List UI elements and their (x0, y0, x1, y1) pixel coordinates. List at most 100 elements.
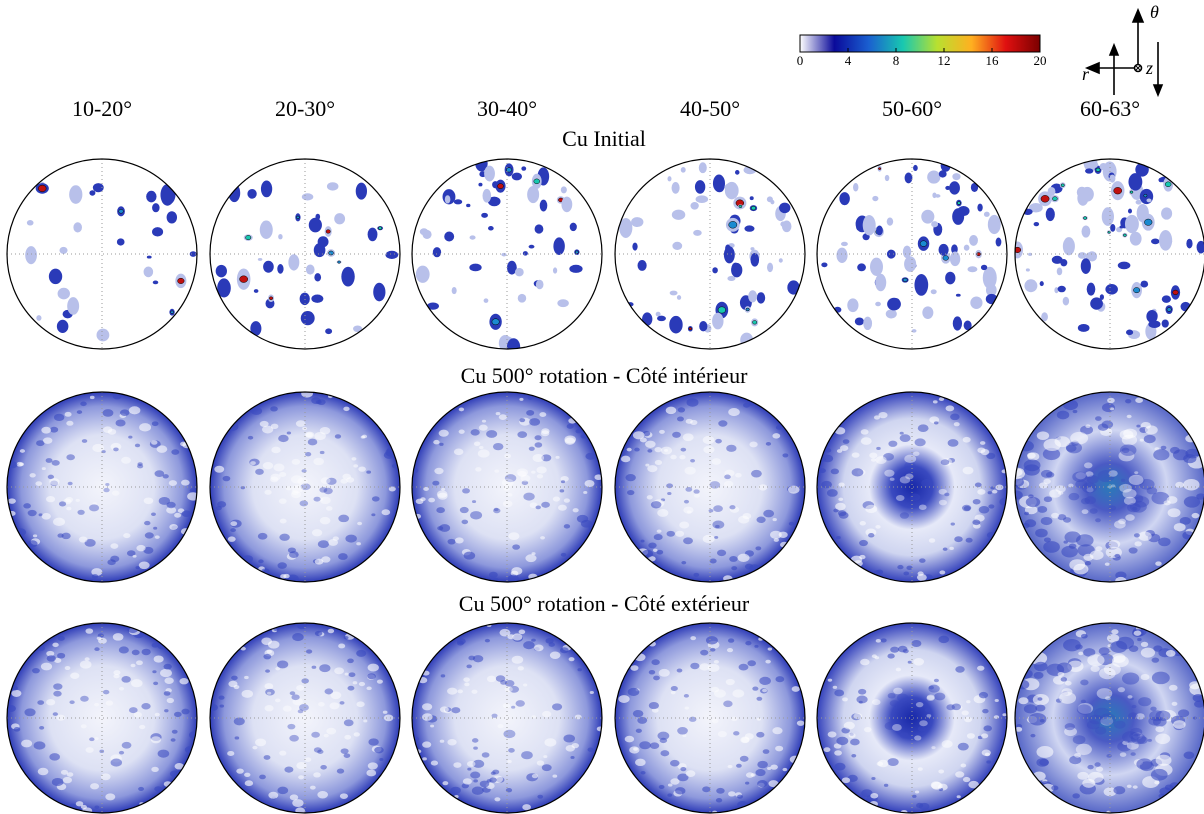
texture (291, 490, 299, 496)
pole-figure (7, 392, 197, 582)
texture (1036, 746, 1054, 758)
texture (344, 672, 349, 676)
texture (852, 182, 859, 192)
texture (671, 181, 680, 194)
texture (1109, 407, 1115, 411)
texture (41, 426, 52, 434)
texture (230, 521, 238, 527)
texture (978, 691, 989, 699)
panels: 0 4 8 12 16 20 10-20° 20-30° 30-40° 40-50° 50-60° 6… (6, 34, 1204, 814)
texture (698, 162, 707, 174)
texture (778, 531, 788, 538)
texture (1196, 493, 1204, 500)
pole-outline (614, 158, 806, 350)
texture (110, 758, 123, 767)
texture (1160, 445, 1167, 450)
colorbar-tick-label: 12 (938, 53, 951, 68)
texture (532, 453, 545, 463)
texture (434, 467, 444, 475)
texture (59, 246, 68, 254)
texture (1015, 246, 1022, 253)
texture (1125, 514, 1135, 521)
texture (1173, 720, 1186, 729)
texture (24, 708, 36, 717)
texture (1063, 638, 1081, 652)
texture (919, 558, 926, 563)
texture (868, 533, 875, 538)
texture (481, 212, 488, 218)
texture (1115, 571, 1127, 580)
texture (512, 544, 521, 550)
texture (729, 505, 736, 510)
texture (750, 206, 756, 211)
texture (470, 511, 483, 520)
texture (875, 456, 887, 464)
texture (838, 482, 845, 487)
texture (1165, 649, 1176, 657)
texture (139, 423, 152, 432)
texture (1015, 467, 1026, 480)
texture (340, 478, 348, 484)
texture (40, 662, 53, 671)
pole-outline (1014, 391, 1204, 583)
texture (534, 435, 542, 441)
texture (21, 739, 33, 748)
texture (1023, 704, 1038, 714)
texture (962, 436, 971, 443)
texture (1138, 531, 1152, 541)
texture (473, 779, 478, 783)
texture (796, 720, 805, 726)
texture (8, 498, 16, 504)
texture (439, 706, 449, 713)
texture (1135, 713, 1145, 720)
texture (702, 534, 715, 544)
texture (884, 721, 897, 730)
texture (1069, 755, 1082, 765)
texture (980, 449, 990, 456)
texture (1068, 492, 1080, 501)
texture (118, 750, 125, 755)
texture (1076, 186, 1088, 198)
texture (962, 776, 971, 783)
texture (69, 185, 83, 204)
texture (738, 663, 749, 671)
texture (49, 478, 60, 486)
texture (978, 506, 990, 514)
texture (686, 510, 692, 514)
texture (767, 766, 772, 770)
texture (932, 400, 938, 404)
texture (977, 203, 983, 212)
texture (1072, 409, 1078, 414)
texture (727, 275, 736, 282)
texture (773, 538, 779, 542)
texture (970, 296, 983, 309)
texture (1144, 425, 1158, 435)
texture (278, 498, 287, 504)
texture (884, 469, 895, 477)
texture (497, 724, 504, 729)
texture (535, 279, 544, 290)
texture (379, 758, 384, 761)
texture (317, 236, 329, 248)
texture (566, 423, 574, 429)
texture (244, 675, 249, 680)
texture (227, 750, 235, 756)
texture (651, 708, 659, 713)
column-label: 40-50° (680, 96, 740, 121)
texture (645, 463, 650, 467)
texture (772, 727, 783, 735)
texture (1161, 207, 1173, 220)
texture (166, 501, 176, 509)
texture (168, 480, 178, 486)
texture (189, 251, 197, 257)
texture (899, 732, 909, 739)
texture (360, 435, 366, 439)
texture (250, 461, 256, 466)
texture (649, 742, 660, 749)
texture (503, 729, 516, 739)
texture (233, 684, 240, 690)
pole-outline (6, 391, 198, 583)
texture (1085, 168, 1094, 174)
texture (128, 707, 138, 714)
texture (444, 195, 451, 204)
